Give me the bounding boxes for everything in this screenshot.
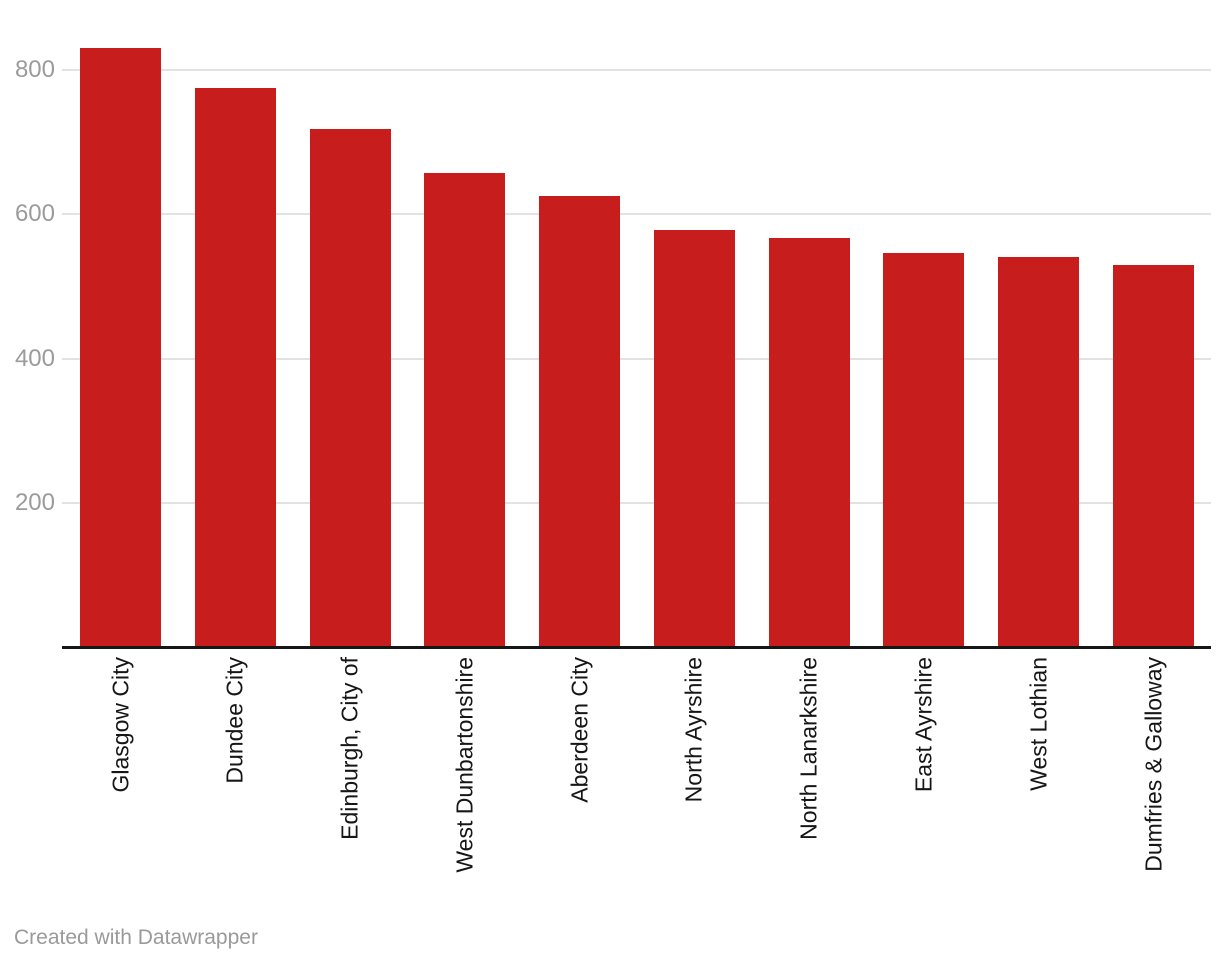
bar[interactable]: [998, 256, 1080, 648]
gridline: [62, 357, 1211, 360]
datawrapper-credit-link[interactable]: Created with Datawrapper: [14, 926, 258, 949]
x-axis-baseline: [62, 646, 1211, 649]
gridline: [62, 69, 1211, 71]
bar[interactable]: [194, 88, 276, 648]
x-axis-label: North Lanarkshire: [795, 657, 822, 840]
bar[interactable]: [424, 172, 506, 648]
y-axis-tick-label: 800: [14, 56, 55, 83]
bar[interactable]: [1113, 264, 1195, 648]
y-axis-tick-label: 600: [14, 200, 55, 228]
gridline: [62, 502, 1211, 505]
y-axis-tick-label: 400: [14, 344, 55, 372]
x-axis-label: Glasgow City: [107, 657, 133, 793]
x-axis-label: Aberdeen City: [566, 657, 593, 803]
x-axis-label: West Lothian: [1025, 657, 1052, 791]
bar[interactable]: [539, 195, 621, 648]
x-axis-label: North Ayrshire: [680, 657, 707, 803]
bar[interactable]: [768, 238, 850, 648]
x-axis-label: Edinburgh, City of: [336, 657, 363, 840]
x-axis-label: Dundee City: [221, 657, 248, 784]
bar[interactable]: [309, 129, 391, 648]
gridline: [62, 213, 1211, 216]
y-axis-tick-label: 200: [14, 489, 55, 517]
bar[interactable]: [80, 48, 161, 648]
x-axis-label: Dumfries & Galloway: [1140, 657, 1167, 872]
bar[interactable]: [883, 253, 965, 648]
x-axis-label: West Dunbartonshire: [451, 657, 478, 873]
x-axis-label: East Ayrshire: [910, 657, 937, 793]
bar[interactable]: [653, 230, 735, 648]
